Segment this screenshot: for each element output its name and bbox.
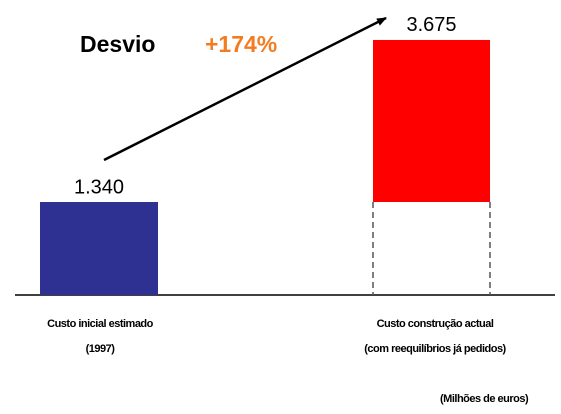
x-tick-label: Custo construção actual (com reequilíbri… — [364, 318, 506, 355]
x-tick-label: Custo inicial estimado (1997) — [47, 318, 153, 355]
bar — [40, 202, 158, 295]
unit-note: (Milhões de euros) — [440, 393, 529, 405]
trend-arrow — [103, 16, 387, 162]
annotation-change: +174% — [205, 31, 277, 57]
value-label: 3.675 — [406, 14, 456, 36]
bar — [373, 39, 490, 203]
annotation-label: Desvio — [80, 31, 155, 57]
value-label: 1.340 — [74, 176, 124, 198]
